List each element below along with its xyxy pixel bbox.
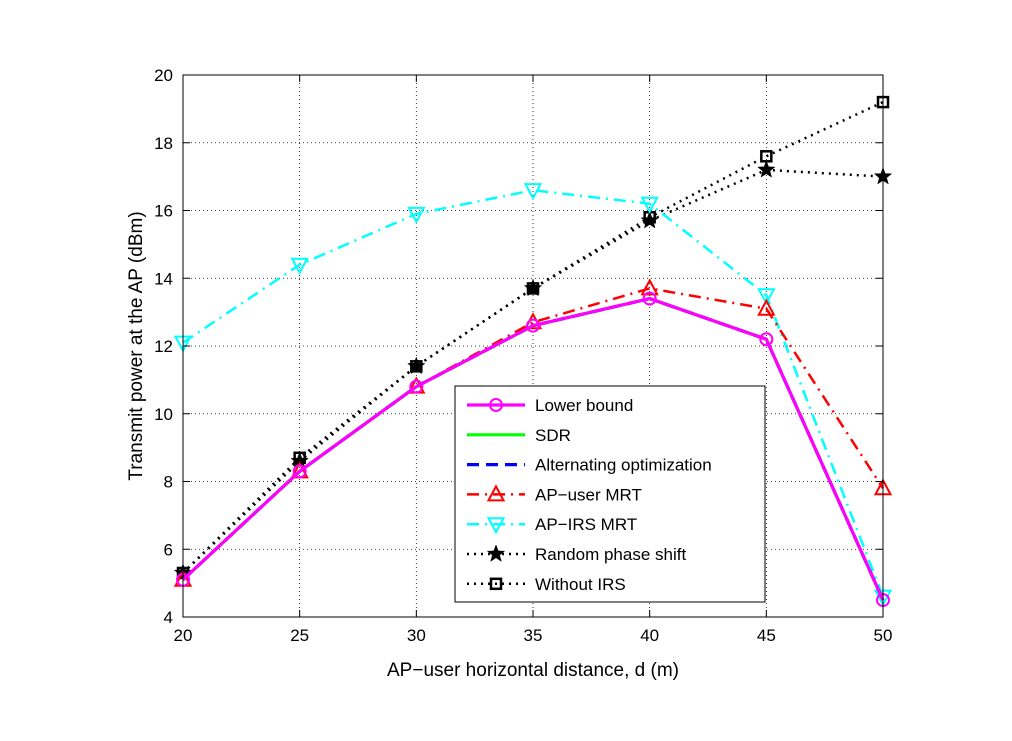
- y-axis-label: Transmit power at the AP (dBm): [126, 211, 147, 480]
- x-tick-label: 25: [290, 626, 309, 645]
- data-point: [640, 196, 659, 214]
- legend-label: AP−user MRT: [535, 485, 642, 504]
- x-axis-label: AP−user horizontal distance, d (m): [387, 660, 679, 681]
- data-point: [640, 210, 659, 229]
- data-point: [759, 332, 774, 347]
- x-tick-label: 20: [174, 626, 193, 645]
- series-0: [176, 291, 890, 608]
- legend-entry: Lower bound: [467, 396, 633, 415]
- data-point: [486, 517, 506, 535]
- legend-label: Without IRS: [535, 575, 626, 594]
- legend-label: Random phase shift: [535, 545, 686, 564]
- data-point: [407, 356, 426, 375]
- data-point: [757, 288, 776, 306]
- data-point: [489, 577, 503, 591]
- data-point: [523, 183, 543, 201]
- legend-entry: Without IRS: [467, 575, 626, 594]
- y-tick-label: 16: [154, 202, 173, 221]
- legend-label: SDR: [535, 426, 571, 445]
- data-point: [757, 298, 776, 316]
- axis-ticks: 20 25 30 35 40 45 50 4 6 8 10 12 14 16 18 20: [154, 66, 892, 645]
- data-point: [642, 291, 657, 306]
- x-tick-label: 35: [524, 626, 543, 645]
- data-point: [523, 278, 543, 297]
- data-point: [407, 206, 426, 225]
- legend-label: Lower bound: [535, 396, 633, 415]
- data-point: [640, 278, 659, 296]
- x-tick-label: 50: [874, 626, 893, 645]
- data-point: [526, 318, 540, 333]
- legend-entry: AP−user MRT: [467, 484, 642, 504]
- y-tick-label: 12: [154, 337, 173, 356]
- legend-entry: SDR: [467, 426, 571, 445]
- grid-lines: [183, 75, 883, 617]
- data-point: [409, 379, 424, 394]
- data-point: [486, 544, 506, 562]
- series-line: [182, 188, 885, 598]
- y-tick-label: 14: [154, 269, 173, 288]
- data-point: [290, 257, 309, 275]
- y-tick-label: 20: [154, 66, 173, 85]
- data-point: [757, 160, 776, 178]
- legend-entry: AP−IRS MRT: [467, 515, 637, 535]
- x-tick-label: 30: [407, 626, 426, 645]
- y-tick-label: 4: [164, 608, 173, 627]
- legend-label: Alternating optimization: [535, 456, 712, 475]
- data-point: [489, 398, 503, 412]
- data-point: [486, 484, 506, 502]
- y-tick-label: 8: [164, 473, 173, 492]
- y-tick-label: 10: [154, 405, 173, 424]
- y-tick-label: 6: [164, 540, 173, 559]
- x-tick-label: 45: [757, 626, 776, 645]
- data-point: [292, 464, 307, 479]
- legend-entry: Alternating optimization: [467, 456, 712, 475]
- series-line: [181, 296, 885, 601]
- legend-entry: Random phase shift: [467, 544, 686, 564]
- x-tick-label: 40: [640, 626, 659, 645]
- legend: Lower bound SDR Alternating optimization AP…: [454, 385, 766, 603]
- legend-label: AP−IRS MRT: [535, 515, 637, 534]
- legend-box: [454, 385, 766, 603]
- y-tick-label: 18: [154, 134, 173, 153]
